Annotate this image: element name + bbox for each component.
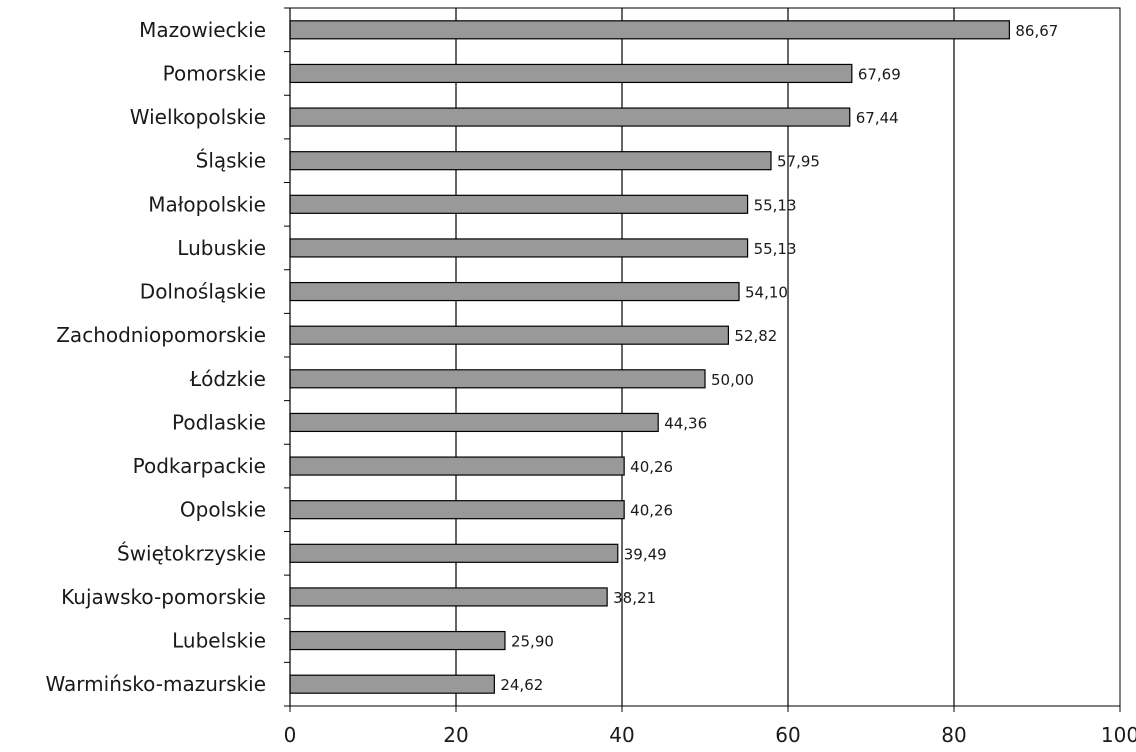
x-tick-label: 60 [775, 723, 800, 747]
bar [289, 587, 608, 607]
value-label: 55,13 [754, 240, 797, 258]
category-label: Podkarpackie [133, 454, 266, 478]
value-label: 44,36 [664, 414, 707, 432]
bar [289, 281, 740, 302]
value-label: 86,67 [1015, 22, 1058, 40]
category-label: Śląskie [196, 149, 266, 173]
bars [289, 20, 1010, 694]
category-label: Małopolskie [148, 192, 266, 216]
value-label: 67,69 [858, 65, 901, 83]
category-label: Świętokrzyskie [117, 541, 266, 565]
bar [289, 456, 625, 476]
value-label: 24,62 [500, 676, 543, 694]
bar [289, 238, 749, 258]
category-label: Łódzkie [189, 367, 266, 391]
value-labels: 86,67 67,69 67,44 57,95 55,13 55,13 54,10 52,82… [500, 22, 1058, 694]
value-label: 54,10 [745, 284, 788, 302]
bar [289, 543, 619, 563]
bar [289, 412, 659, 433]
bar [289, 20, 1010, 40]
bar [289, 369, 706, 389]
category-label: Wielkopolskie [130, 105, 266, 129]
category-label: Lubuskie [177, 236, 266, 260]
x-tick-label: 80 [941, 723, 966, 747]
value-label: 52,82 [734, 327, 777, 345]
category-label: Podlaskie [172, 410, 266, 434]
bar [289, 194, 749, 214]
value-label: 38,21 [613, 589, 656, 607]
bar [289, 151, 772, 171]
value-label: 57,95 [777, 153, 820, 171]
category-label: Pomorskie [163, 61, 266, 85]
value-label: 67,44 [856, 109, 899, 127]
value-label: 50,00 [711, 371, 754, 389]
category-label: Opolskie [180, 498, 266, 522]
bar [289, 674, 495, 694]
x-tick-label: 20 [443, 723, 468, 747]
category-labels: Mazowieckie Pomorskie Wielkopolskie Śląskie… [46, 18, 266, 696]
x-axis-ticks: 0 20 40 60 80 100 [284, 706, 1136, 747]
x-tick-label: 40 [609, 723, 634, 747]
bar [289, 325, 730, 345]
bar [289, 63, 853, 84]
category-label: Kujawsko-pomorskie [61, 585, 266, 609]
category-label: Mazowieckie [139, 18, 266, 42]
value-label: 40,26 [630, 458, 673, 476]
category-label: Zachodniopomorskie [56, 323, 266, 347]
bar [289, 107, 851, 127]
category-label: Lubelskie [172, 629, 266, 653]
value-label: 40,26 [630, 502, 673, 520]
x-tick-label: 0 [284, 723, 297, 747]
x-tick-label: 100 [1101, 723, 1136, 747]
category-label: Dolnośląskie [140, 280, 266, 304]
value-label: 25,90 [511, 633, 554, 651]
value-label: 39,49 [624, 545, 667, 563]
category-label: Warmińsko-mazurskie [46, 672, 266, 696]
value-label: 55,13 [754, 196, 797, 214]
bar [289, 630, 506, 651]
bar [289, 500, 625, 520]
